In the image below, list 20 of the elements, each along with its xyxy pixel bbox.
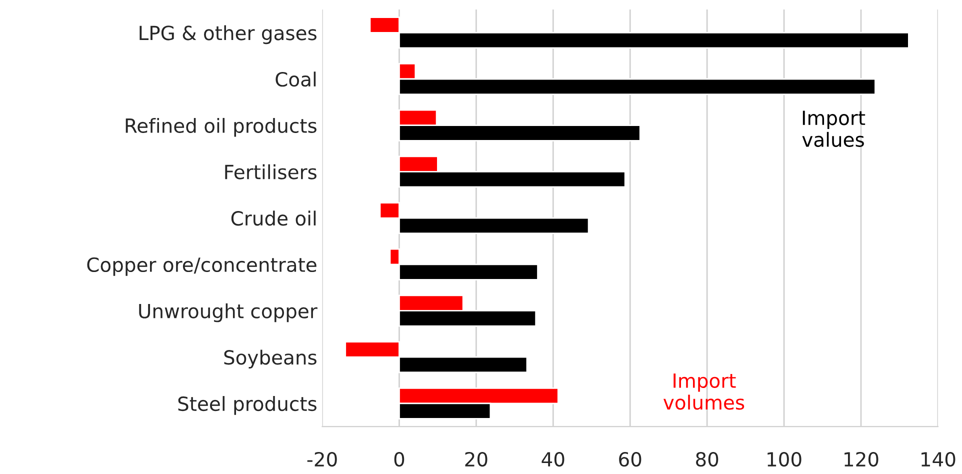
- x-tick-label: -20: [307, 452, 337, 467]
- x-tick-label: 40: [542, 452, 564, 467]
- y-tick-label: Steel products: [178, 396, 316, 415]
- text: Import volumes: [663, 374, 744, 410]
- x-tick-label: 0: [394, 452, 404, 467]
- x-tick-label: 100: [768, 452, 802, 467]
- y-tick-label: Copper ore/concentrate: [87, 257, 316, 276]
- y-tick-label: Unwrought copper: [139, 303, 318, 322]
- x-tick-label: 60: [619, 452, 642, 467]
- series-label: Import values: [802, 110, 866, 147]
- x-tick-label: 140: [922, 452, 956, 467]
- y-tick-label: Coal: [276, 72, 316, 87]
- x-tick-label: 80: [696, 452, 718, 467]
- y-tick-label: Crude oil: [231, 210, 316, 226]
- x-tick-label: 120: [844, 452, 878, 467]
- y-tick-label: Fertilisers: [225, 164, 316, 180]
- y-tick-label: LPG & other gases: [140, 25, 316, 44]
- y-tick-label: Soybeans: [224, 350, 316, 369]
- y-tick-label: Refined oil products: [126, 118, 316, 137]
- x-tick-label: 20: [465, 452, 488, 467]
